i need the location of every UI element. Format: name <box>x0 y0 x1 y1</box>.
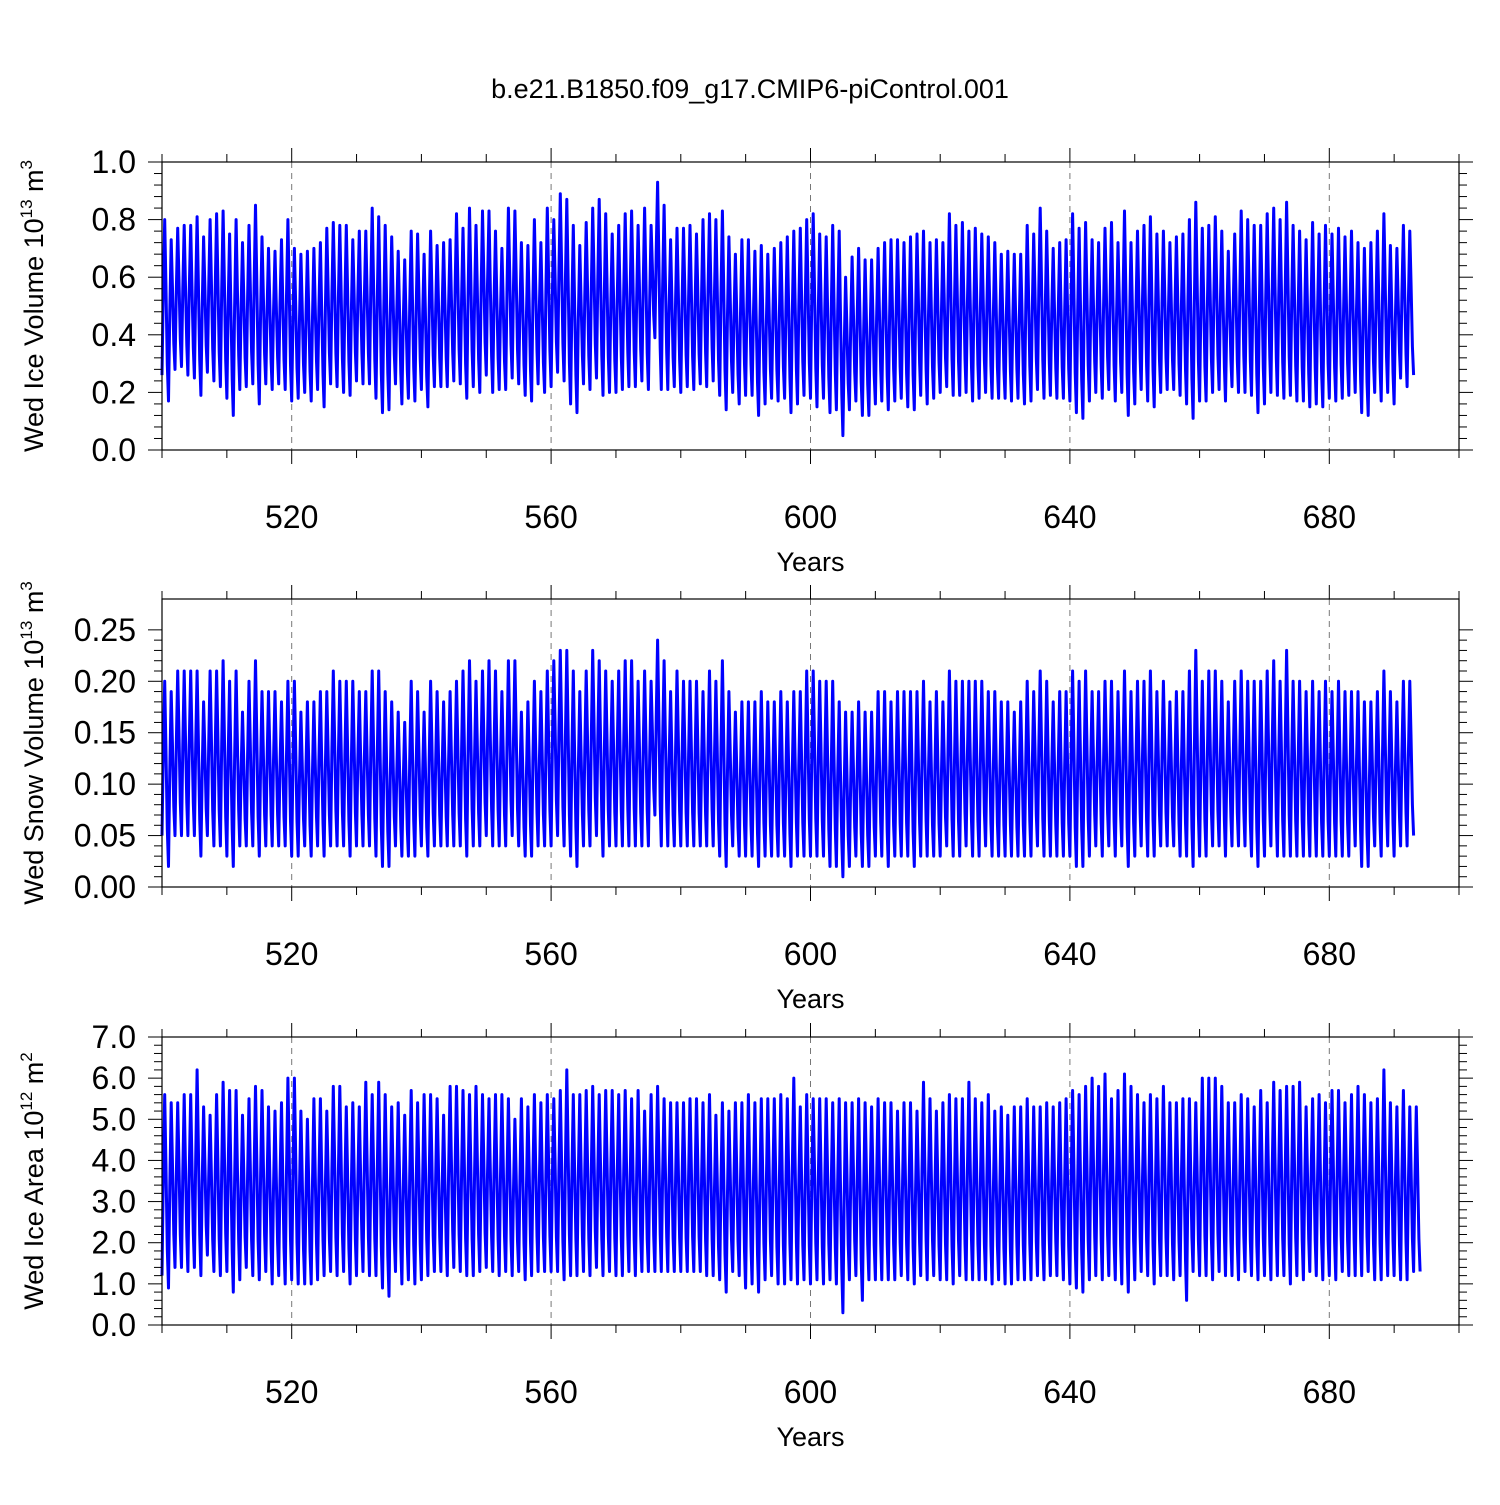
chart-title: b.e21.B1850.f09_g17.CMIP6-piControl.001 <box>491 74 1009 104</box>
y-axis-label: Wed Ice Volume 1013 m3 <box>17 160 49 452</box>
x-tick-label: 640 <box>1043 936 1096 972</box>
x-tick-label: 560 <box>524 1374 577 1410</box>
y-axis-label-superscript: 13 <box>17 199 36 218</box>
x-tick-label: 680 <box>1303 499 1356 535</box>
y-tick-label: 0.0 <box>92 432 136 468</box>
y-tick-label: 7.0 <box>92 1019 136 1055</box>
y-tick-label: 6.0 <box>92 1060 136 1096</box>
x-tick-label: 600 <box>784 499 837 535</box>
x-tick-label: 680 <box>1303 1374 1356 1410</box>
y-tick-label: 0.20 <box>74 663 136 699</box>
panel-3: 520 560 600 640 680 Years 0.0 1.0 2.0 3.0 4.0 5.0 6.… <box>17 1019 1473 1452</box>
x-tick-label: 600 <box>784 936 837 972</box>
y-axis-label-part: Wed Ice Area 10 <box>19 1111 49 1310</box>
y-tick-label: 0.10 <box>74 766 136 802</box>
y-tick-label: 0.2 <box>92 374 136 410</box>
y-tick-label: 0.6 <box>92 259 136 295</box>
y-axis-label-superscript: 3 <box>17 160 36 169</box>
y-tick-label: 5.0 <box>92 1101 136 1137</box>
x-axis-label: Years <box>776 984 844 1014</box>
y-tick-label: 0.25 <box>74 612 136 648</box>
x-tick-label: 520 <box>265 1374 318 1410</box>
y-tick-label: 0.05 <box>74 818 136 854</box>
y-tick-label: 3.0 <box>92 1184 136 1220</box>
x-tick-label: 560 <box>524 499 577 535</box>
y-tick-label: 0.8 <box>92 202 136 238</box>
y-axis-label-part: Wed Ice Volume 10 <box>19 218 49 452</box>
y-axis-label-superscript: 2 <box>17 1052 36 1061</box>
panel-1: 520 560 600 640 680 Years 0.0 0.2 0.4 0.6 0.8 1.0 We… <box>17 144 1473 577</box>
data-series-line <box>160 180 1416 438</box>
y-tick-label: 0.15 <box>74 715 136 751</box>
y-tick-label: 1.0 <box>92 144 136 180</box>
y-tick-label: 0.0 <box>92 1307 136 1343</box>
y-tick-label: 0.00 <box>74 869 136 905</box>
panel-2: 520 560 600 640 680 Years 0.00 0.05 0.10 0.15 0.20… <box>17 581 1473 1014</box>
x-tick-label: 600 <box>784 1374 837 1410</box>
y-axis-label-part: m <box>19 169 49 199</box>
x-tick-label: 560 <box>524 936 577 972</box>
y-tick-label: 2.0 <box>92 1225 136 1261</box>
x-tick-label: 640 <box>1043 499 1096 535</box>
x-tick-label: 680 <box>1303 936 1356 972</box>
y-axis-label: Wed Ice Area 1012 m2 <box>17 1052 49 1310</box>
y-axis-label-part: m <box>19 1062 49 1092</box>
x-tick-label: 520 <box>265 499 318 535</box>
y-axis-label-superscript: 13 <box>17 621 36 640</box>
data-series-line <box>160 638 1416 879</box>
y-axis-label-superscript: 12 <box>17 1092 36 1111</box>
y-axis-label: Wed Snow Volume 1013 m3 <box>17 581 49 905</box>
y-tick-label: 1.0 <box>92 1266 136 1302</box>
x-tick-label: 640 <box>1043 1374 1096 1410</box>
y-axis-label-superscript: 3 <box>17 581 36 590</box>
y-axis-label-part: m <box>19 591 49 621</box>
y-axis-label-part: Wed Snow Volume 10 <box>19 640 49 905</box>
y-tick-label: 4.0 <box>92 1142 136 1178</box>
data-series-line <box>160 1068 1422 1315</box>
x-axis-label: Years <box>776 1422 844 1452</box>
y-tick-label: 0.4 <box>92 317 136 353</box>
x-tick-label: 520 <box>265 936 318 972</box>
x-axis-label: Years <box>776 547 844 577</box>
